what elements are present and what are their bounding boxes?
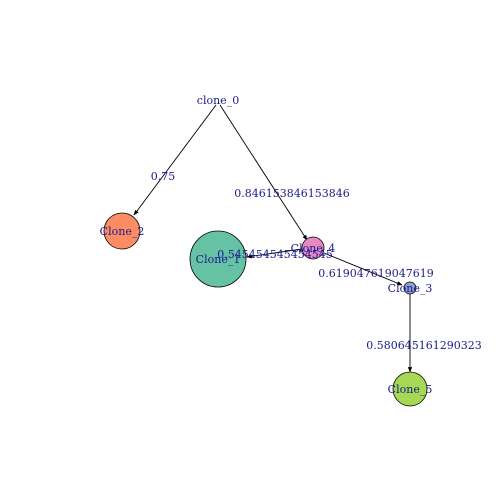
node-label-clone-0: clone_0 xyxy=(197,94,239,107)
node-labels-layer: clone_0 Clone_1 Clone_2 Clone_4 Clone_3 … xyxy=(100,94,433,396)
edge-labels-layer: 0.75 0.846153846153846 0.545454545454545… xyxy=(151,170,482,352)
nodes-layer xyxy=(103,212,428,407)
edge-label-clone4-clone1: 0.545454545454545 xyxy=(217,248,332,261)
node-clone-5[interactable] xyxy=(392,371,428,407)
node-clone-3[interactable] xyxy=(403,281,417,295)
edge-label-clone3-clone5: 0.580645161290323 xyxy=(366,339,481,352)
edge-clone4-clone3 xyxy=(323,252,403,286)
edge-clone0-clone4 xyxy=(219,104,308,241)
edge-clone4-clone1 xyxy=(246,248,303,259)
node-label-clone-4: Clone_4 xyxy=(291,242,336,255)
edge-label-clone4-clone3: 0.619047619047619 xyxy=(318,267,433,280)
node-label-clone-3: Clone_3 xyxy=(388,282,433,295)
node-clone-4[interactable] xyxy=(301,236,325,260)
node-clone-2[interactable] xyxy=(103,212,141,250)
node-label-clone-5: Clone_5 xyxy=(388,383,433,396)
node-label-clone-1: Clone_1 xyxy=(196,253,241,266)
node-label-clone-2: Clone_2 xyxy=(100,225,145,238)
edge-label-clone0-clone2: 0.75 xyxy=(151,170,176,183)
edge-label-clone0-clone4: 0.846153846153846 xyxy=(234,187,349,200)
edges-layer xyxy=(133,104,413,373)
edge-clone0-clone2 xyxy=(133,104,217,216)
node-clone-1[interactable] xyxy=(189,230,247,288)
